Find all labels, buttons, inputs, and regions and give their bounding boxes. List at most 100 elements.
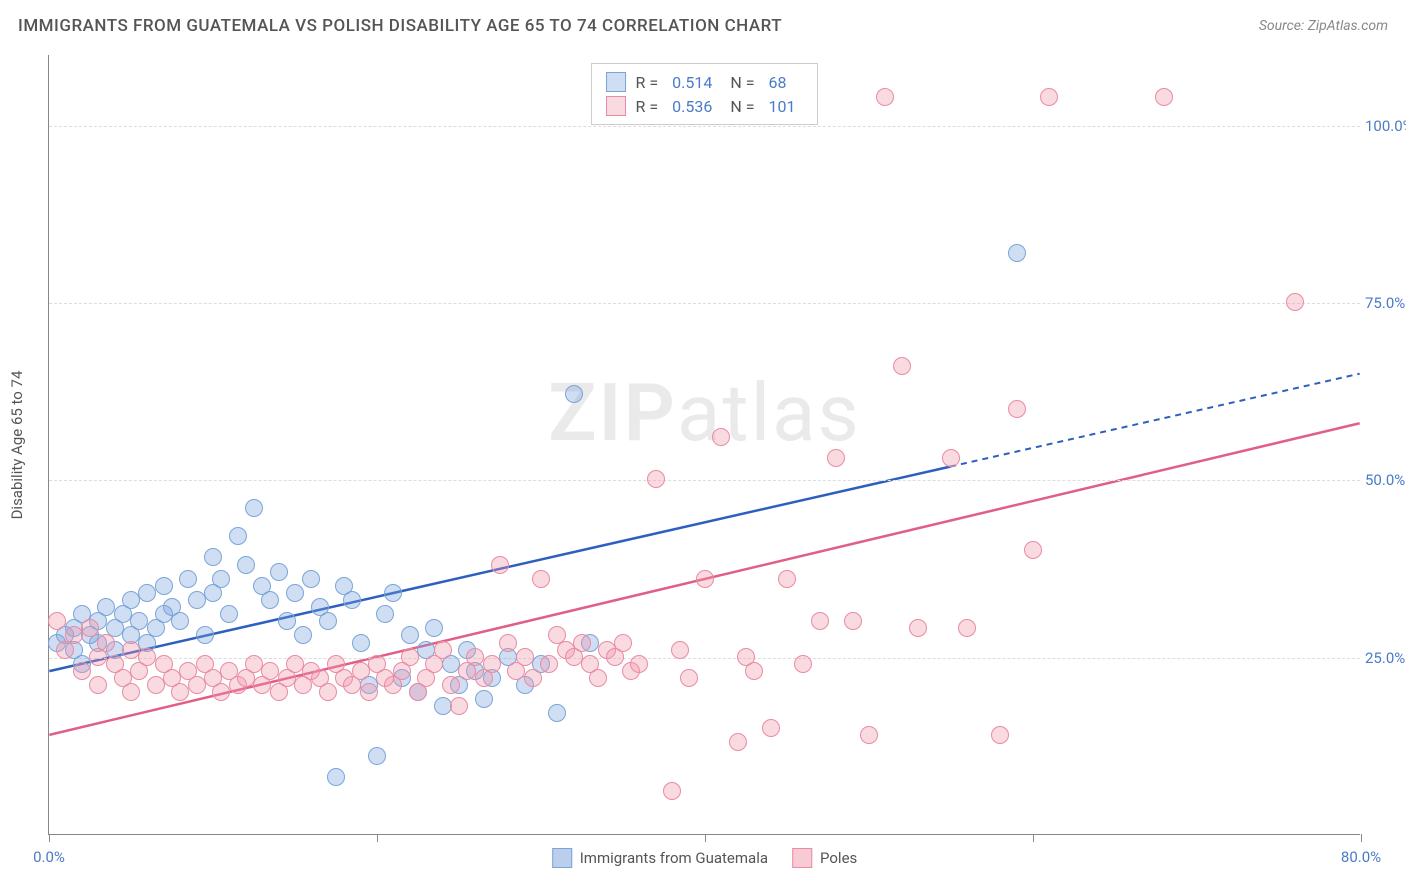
trend-lines	[49, 55, 1360, 834]
scatter-point	[942, 449, 960, 467]
scatter-point	[97, 598, 115, 616]
scatter-point	[860, 726, 878, 744]
scatter-point	[212, 683, 230, 701]
y-tick-label: 100.0%	[1365, 117, 1406, 135]
scatter-point	[663, 782, 681, 800]
scatter-point	[483, 655, 501, 673]
x-tick	[1033, 834, 1034, 842]
scatter-point	[1286, 293, 1304, 311]
scatter-point	[401, 648, 419, 666]
scatter-point	[876, 88, 894, 106]
legend-series: Immigrants from Guatemala Poles	[552, 848, 858, 868]
scatter-point	[278, 612, 296, 630]
scatter-point	[475, 690, 493, 708]
scatter-point	[171, 683, 189, 701]
scatter-point	[245, 499, 263, 517]
scatter-point	[327, 768, 345, 786]
legend-r-value: 0.536	[672, 97, 712, 116]
scatter-point	[65, 626, 83, 644]
grid-line	[49, 126, 1360, 127]
scatter-point	[122, 591, 140, 609]
scatter-point	[696, 570, 714, 588]
scatter-point	[573, 634, 591, 652]
scatter-point	[130, 612, 148, 630]
scatter-point	[97, 634, 115, 652]
x-tick-label: 80.0%	[1341, 848, 1381, 866]
scatter-point	[212, 570, 230, 588]
scatter-point	[352, 634, 370, 652]
scatter-point	[499, 634, 517, 652]
scatter-point	[532, 570, 550, 588]
chart-title: IMMIGRANTS FROM GUATEMALA VS POLISH DISA…	[18, 16, 782, 36]
grid-line	[49, 303, 1360, 304]
legend-item: Poles	[792, 848, 857, 868]
scatter-point	[89, 676, 107, 694]
scatter-point	[48, 612, 66, 630]
scatter-point	[319, 612, 337, 630]
x-tick	[705, 834, 706, 842]
scatter-point	[1008, 244, 1026, 262]
scatter-point	[434, 697, 452, 715]
scatter-point	[466, 648, 484, 666]
scatter-point	[229, 527, 247, 545]
legend-label: Immigrants from Guatemala	[580, 849, 768, 867]
legend-swatch	[606, 96, 626, 116]
scatter-point	[729, 733, 747, 751]
x-tick	[377, 834, 378, 842]
x-tick	[49, 834, 50, 842]
scatter-point	[442, 676, 460, 694]
source-label: Source: ZipAtlas.com	[1259, 18, 1388, 34]
scatter-point	[589, 669, 607, 687]
scatter-point	[1008, 400, 1026, 418]
scatter-point	[958, 619, 976, 637]
scatter-point	[237, 556, 255, 574]
scatter-point	[516, 648, 534, 666]
legend-r-label: R =	[636, 73, 659, 92]
scatter-point	[352, 662, 370, 680]
scatter-point	[294, 626, 312, 644]
scatter-point	[745, 662, 763, 680]
scatter-point	[368, 747, 386, 765]
title-bar: IMMIGRANTS FROM GUATEMALA VS POLISH DISA…	[18, 16, 1388, 36]
scatter-point	[909, 619, 927, 637]
scatter-point	[844, 612, 862, 630]
legend-swatch	[606, 72, 626, 92]
scatter-point	[188, 591, 206, 609]
scatter-point	[204, 548, 222, 566]
scatter-point	[147, 676, 165, 694]
scatter-point	[155, 577, 173, 595]
scatter-point	[270, 563, 288, 581]
scatter-chart: Disability Age 65 to 74 ZIPatlas R =0.51…	[48, 55, 1360, 835]
scatter-point	[614, 634, 632, 652]
scatter-point	[360, 683, 378, 701]
scatter-point	[1155, 88, 1173, 106]
x-tick-label: 0.0%	[33, 848, 65, 866]
scatter-point	[401, 626, 419, 644]
x-tick	[1361, 834, 1362, 842]
scatter-point	[196, 626, 214, 644]
scatter-point	[171, 612, 189, 630]
watermark: ZIPatlas	[548, 366, 861, 460]
scatter-point	[1024, 541, 1042, 559]
scatter-point	[261, 662, 279, 680]
scatter-point	[425, 619, 443, 637]
scatter-point	[794, 655, 812, 673]
scatter-point	[138, 584, 156, 602]
scatter-point	[548, 704, 566, 722]
legend-r-value: 0.514	[672, 73, 712, 92]
scatter-point	[565, 385, 583, 403]
scatter-point	[630, 655, 648, 673]
legend-n-value: 101	[768, 97, 795, 116]
scatter-point	[540, 655, 558, 673]
scatter-point	[491, 556, 509, 574]
scatter-point	[319, 683, 337, 701]
legend-n-label: N =	[730, 73, 754, 92]
legend-label: Poles	[820, 849, 857, 867]
legend-n-label: N =	[730, 97, 754, 116]
legend-correlation-box: R =0.514N =68R =0.536N =101	[591, 63, 819, 125]
legend-swatch	[792, 848, 812, 868]
scatter-point	[712, 428, 730, 446]
scatter-point	[991, 726, 1009, 744]
scatter-point	[73, 662, 91, 680]
scatter-point	[1040, 88, 1058, 106]
